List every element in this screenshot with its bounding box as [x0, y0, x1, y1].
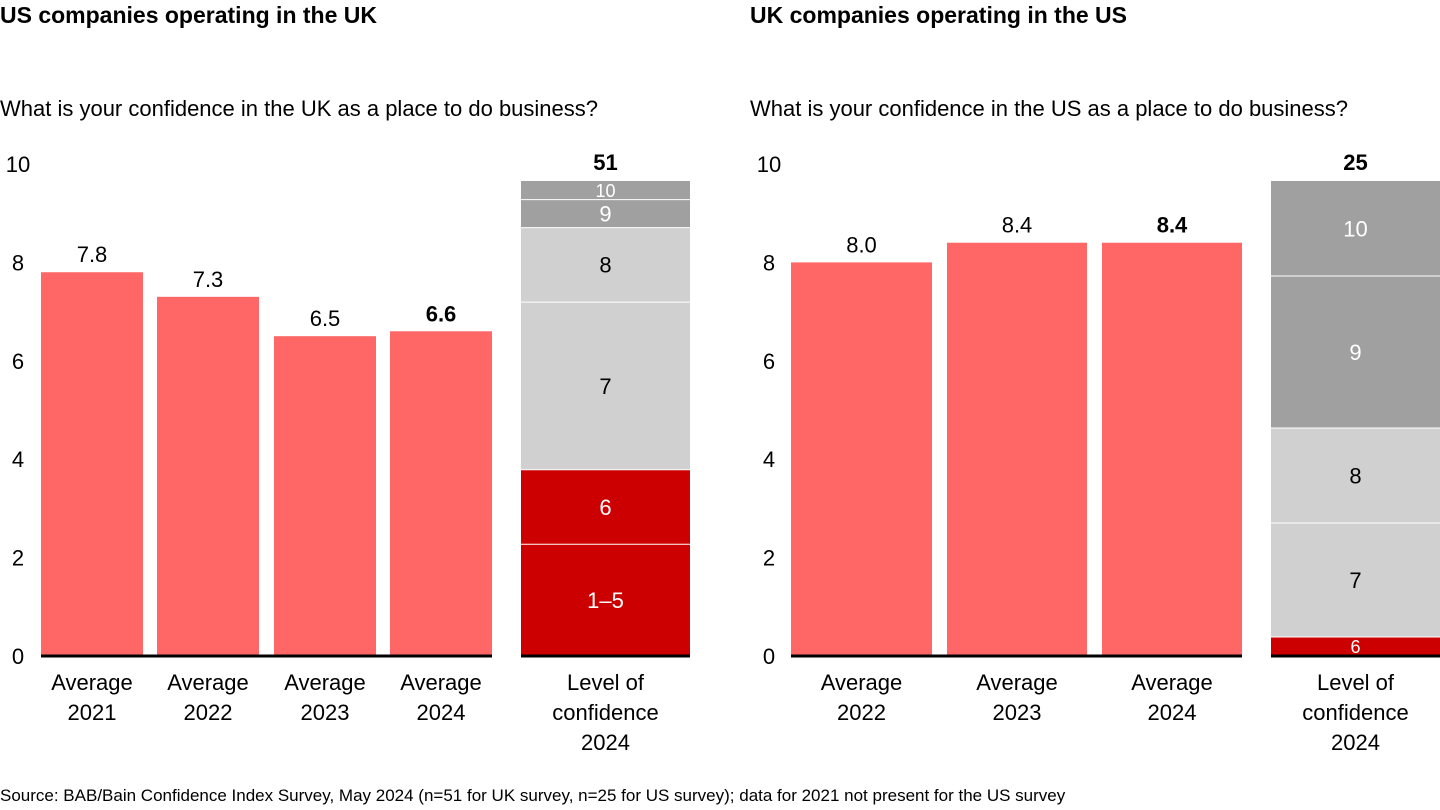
- left-bar: [41, 272, 143, 656]
- left-ytick-label: 6: [12, 349, 24, 374]
- left-category-label: 2021: [68, 700, 117, 725]
- right-bar: [1102, 242, 1242, 656]
- left-category-label: 2022: [184, 700, 233, 725]
- left-stack-segment: [521, 302, 690, 470]
- right-stack-segment: [1271, 181, 1440, 276]
- right-ytick-label: 8: [763, 250, 775, 275]
- right-category-label: 2024: [1148, 700, 1197, 725]
- right-chart-title: UK companies operating in the US: [750, 2, 1127, 28]
- right-stack-category-label: confidence: [1302, 700, 1408, 725]
- left-ytick-label: 2: [12, 546, 24, 571]
- right-stack-segment-label: 9: [1349, 340, 1361, 365]
- right-stack-category-label: Level of: [1317, 670, 1395, 695]
- right-bar-value-label: 8.4: [1157, 213, 1188, 238]
- right-category-label: Average: [1131, 670, 1213, 695]
- right-ytick-label: 4: [763, 447, 775, 472]
- left-stack-segment-label: 10: [595, 181, 615, 201]
- right-category-label: Average: [821, 670, 903, 695]
- left-bar-value-label: 7.8: [77, 242, 108, 267]
- left-ytick-label: 8: [12, 250, 24, 275]
- left-stack-category-label: 2024: [581, 730, 630, 755]
- right-stack-segment-label: 10: [1343, 216, 1367, 241]
- right-bar: [947, 242, 1087, 656]
- left-category-label: 2023: [301, 700, 350, 725]
- right-stack-segment: [1271, 637, 1440, 656]
- left-bar: [157, 296, 259, 656]
- right-stack-category-label: 2024: [1331, 730, 1380, 755]
- right-category-label: 2023: [993, 700, 1042, 725]
- right-ytick-label: 2: [763, 546, 775, 571]
- left-stack-segment: [521, 544, 690, 656]
- left-bar-value-label: 7.3: [193, 267, 224, 292]
- left-stack-segment-label: 1–5: [587, 588, 624, 613]
- left-stack-segment-label: 8: [599, 253, 611, 278]
- left-stack-segment: [521, 469, 690, 545]
- right-bar-value-label: 8.4: [1002, 213, 1033, 238]
- right-stack-segment: [1271, 428, 1440, 523]
- left-bar: [390, 331, 492, 656]
- left-ytick-label: 4: [12, 447, 24, 472]
- right-stack-segment: [1271, 523, 1440, 637]
- left-bar-value-label: 6.5: [310, 306, 341, 331]
- left-category-label: Average: [167, 670, 249, 695]
- left-category-label: Average: [400, 670, 482, 695]
- right-ytick-label: 6: [763, 349, 775, 374]
- left-stack-segment-label: 9: [599, 202, 611, 227]
- right-stack-segment-label: 6: [1350, 637, 1360, 657]
- right-stack-segment-label: 8: [1349, 463, 1361, 488]
- left-chart-subtitle: What is your confidence in the UK as a p…: [0, 96, 599, 121]
- right-category-label: 2022: [837, 700, 886, 725]
- left-stack-segment-label: 6: [599, 495, 611, 520]
- right-stack-total-label: 25: [1343, 150, 1367, 175]
- right-ytick-label: 0: [763, 644, 775, 669]
- left-stack-segment: [521, 199, 690, 228]
- left-chart-title: US companies operating in the UK: [0, 2, 377, 28]
- left-category-label: 2024: [417, 700, 466, 725]
- right-ytick-label: 10: [757, 152, 781, 177]
- right-bar-value-label: 8.0: [846, 232, 877, 257]
- source-note: Source: BAB/Bain Confidence Index Survey…: [0, 786, 1066, 805]
- left-bar: [274, 336, 376, 656]
- right-stack-segment: [1271, 276, 1440, 428]
- left-ytick-label: 0: [12, 644, 24, 669]
- left-ytick-label: 10: [6, 152, 30, 177]
- left-category-label: Average: [284, 670, 366, 695]
- left-stack-segment: [521, 227, 690, 303]
- right-chart-subtitle: What is your confidence in the US as a p…: [750, 96, 1349, 121]
- left-stack-segment-label: 7: [599, 374, 611, 399]
- left-category-label: Average: [51, 670, 133, 695]
- left-stack-category-label: Level of: [567, 670, 645, 695]
- left-bar-value-label: 6.6: [426, 301, 457, 326]
- right-stack-segment-label: 7: [1349, 568, 1361, 593]
- left-stack-total-label: 51: [593, 150, 617, 175]
- right-category-label: Average: [976, 670, 1058, 695]
- left-stack-category-label: confidence: [552, 700, 658, 725]
- right-bar: [791, 262, 932, 656]
- left-stack-segment: [521, 181, 690, 200]
